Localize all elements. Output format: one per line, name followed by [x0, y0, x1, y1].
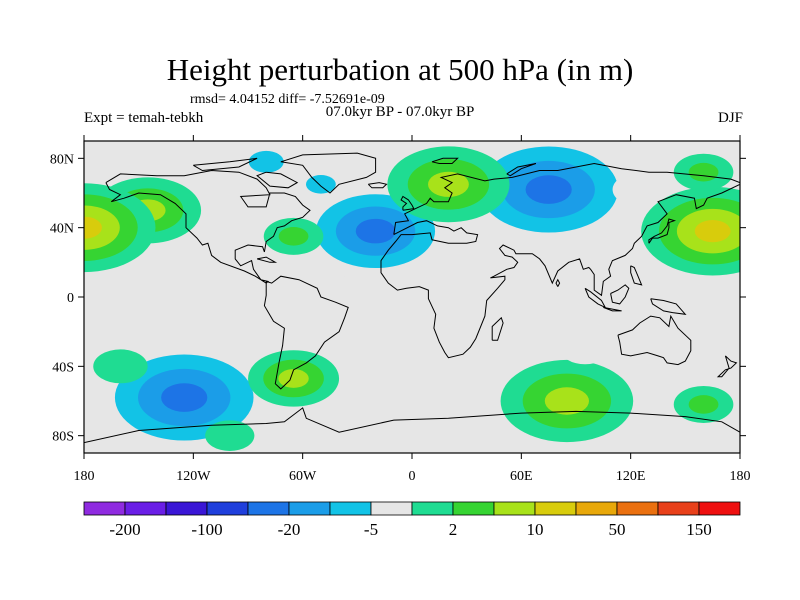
colorbar-box-6	[329, 501, 372, 516]
y-tick-label-0: 80N	[50, 152, 74, 167]
coast-cuba	[256, 256, 278, 263]
period-label: 07.0kyr BP - 07.0kyr BP	[325, 104, 475, 120]
y-tick-label-4: 80S	[52, 430, 74, 445]
season-label: DJF	[717, 110, 743, 126]
x-tick-label-1: 120W	[176, 469, 211, 484]
colorbar-box-9	[452, 501, 495, 516]
coast-greenland	[280, 152, 377, 194]
coast-sri-lanka	[555, 278, 561, 287]
anomaly-8-level-2	[544, 387, 589, 415]
y-tick-label-3: 40S	[52, 360, 74, 375]
y-axis: 80N 40N 0 40S 80S	[50, 152, 746, 445]
anomaly-13-level-2	[428, 171, 469, 197]
colorbar-label-6: 50	[609, 520, 626, 539]
coast-australia	[617, 314, 692, 366]
anomaly-16-level-1	[278, 227, 309, 246]
anomaly-18-level-0	[660, 325, 710, 356]
x-tick-label-2: 60W	[289, 469, 317, 484]
anomaly-5-level-0	[612, 172, 667, 207]
coastlines	[84, 152, 740, 444]
coast-madagascar	[491, 316, 504, 341]
colorbar-box-11	[534, 501, 577, 516]
y-tick-label-1: 40N	[50, 222, 74, 237]
x-tick-label-3: 0	[409, 469, 416, 484]
coast-baffin	[256, 171, 299, 189]
anomaly-6-level-0	[341, 141, 392, 165]
coast-borneo	[610, 284, 630, 305]
anomaly-15-level-2	[278, 369, 309, 388]
x-tick-label-4: 60E	[510, 469, 533, 484]
colorbar-box-15	[698, 501, 741, 516]
anomaly-14-level-1	[688, 162, 719, 182]
colorbar-label-2: -20	[278, 520, 301, 539]
anomaly-7-level-0	[375, 366, 431, 401]
x-tick-label-5: 120E	[616, 469, 646, 484]
anomaly-3-level-1	[248, 150, 284, 173]
coast-philippines	[630, 265, 643, 286]
coast-eurasia-africa	[380, 162, 740, 359]
colorbar-box-8	[411, 501, 454, 516]
anomaly-10-level-0	[93, 349, 148, 384]
coast-new-zealand	[716, 355, 738, 378]
anomaly-17-level-3	[84, 216, 102, 239]
colorbar-label-1: -100	[191, 520, 222, 539]
coast-antarctica	[84, 407, 740, 444]
colorbar-box-13	[616, 501, 659, 516]
colorbar-label-3: -5	[364, 520, 378, 539]
coast-new-guinea	[650, 298, 687, 315]
coast-java	[603, 306, 622, 312]
anomaly-21-level-0	[205, 420, 255, 451]
x-tick-label-0: 180	[74, 469, 95, 484]
coast-iceland	[367, 182, 388, 189]
colorbar-box-2	[165, 501, 208, 516]
colorbar-label-7: 150	[686, 520, 712, 539]
anomaly-field	[84, 141, 740, 453]
colorbar-box-10	[493, 501, 536, 516]
coast-uk	[400, 195, 415, 211]
colorbar: -200 -100 -20 -5 2 10 50 150	[83, 501, 741, 539]
coast-svalbard	[431, 157, 459, 164]
anomaly-20-level-0	[472, 343, 516, 372]
colorbar-box-7	[370, 501, 413, 516]
x-axis: 180 120W 60W 0 60E 120E 180	[74, 135, 751, 484]
colorbar-box-5	[288, 501, 331, 516]
anomaly-19-level-0	[560, 333, 610, 365]
colorbar-box-0	[83, 501, 126, 516]
chart-title: Height perturbation at 500 hPa (in m)	[166, 52, 634, 87]
coast-canada-islands	[193, 157, 258, 172]
y-tick-label-2: 0	[67, 291, 74, 306]
coast-south-america	[263, 275, 349, 390]
anomaly-2-level-3	[525, 175, 572, 204]
colorbar-label-5: 10	[527, 520, 544, 539]
experiment-label: Expt = temah-tebkh	[84, 110, 204, 126]
coast-north-america	[105, 169, 311, 284]
colorbar-box-3	[206, 501, 249, 516]
colorbar-box-12	[575, 501, 618, 516]
anomaly-9-level-1	[688, 395, 719, 414]
colorbar-label-4: 2	[449, 520, 458, 539]
x-tick-label-6: 180	[730, 469, 751, 484]
coast-japan	[648, 218, 677, 244]
stats-label: rmsd= 4.04152 diff= -7.52691e-09	[190, 92, 385, 107]
coast-novaya-zemlya	[506, 163, 537, 177]
anomaly-11-level-3	[694, 220, 731, 243]
anomaly-0-level-3	[161, 383, 208, 412]
colorbar-box-1	[124, 501, 167, 516]
colorbar-box-14	[657, 501, 700, 516]
colorbar-label-0: -200	[109, 520, 140, 539]
anomaly-1-level-3	[355, 218, 396, 244]
anomaly-4-level-1	[305, 175, 336, 194]
colorbar-box-4	[247, 501, 290, 516]
